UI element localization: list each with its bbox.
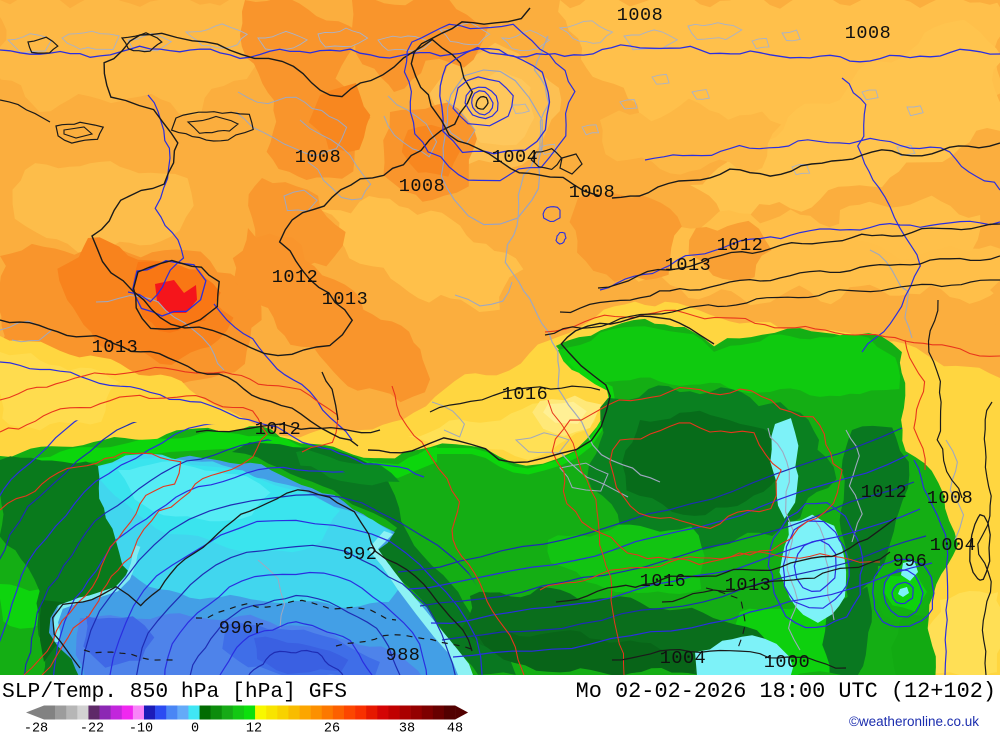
svg-text:996: 996 xyxy=(893,551,928,572)
svg-text:Mo 02-02-2026 18:00 UTC (12+10: Mo 02-02-2026 18:00 UTC (12+102) xyxy=(576,679,996,704)
svg-text:1016: 1016 xyxy=(502,384,548,405)
svg-text:988: 988 xyxy=(386,645,421,666)
svg-text:992: 992 xyxy=(343,544,378,565)
svg-text:1013: 1013 xyxy=(92,337,138,358)
svg-text:-22: -22 xyxy=(80,722,104,733)
svg-text:1008: 1008 xyxy=(569,182,615,203)
svg-text:1013: 1013 xyxy=(322,289,368,310)
svg-text:1004: 1004 xyxy=(660,648,706,669)
svg-text:1008: 1008 xyxy=(927,488,973,509)
svg-text:1012: 1012 xyxy=(272,267,318,288)
svg-text:-28: -28 xyxy=(24,722,48,733)
svg-text:1000: 1000 xyxy=(764,652,810,673)
svg-text:1013: 1013 xyxy=(665,255,711,276)
svg-text:0: 0 xyxy=(191,722,199,733)
svg-text:1008: 1008 xyxy=(845,23,891,44)
svg-text:1004: 1004 xyxy=(492,147,538,168)
svg-text:26: 26 xyxy=(324,722,340,733)
svg-text:-10: -10 xyxy=(129,722,153,733)
svg-text:1016: 1016 xyxy=(640,571,686,592)
svg-text:1012: 1012 xyxy=(255,419,301,440)
svg-text:1008: 1008 xyxy=(617,5,663,26)
svg-text:1004: 1004 xyxy=(930,535,976,556)
svg-text:SLP/Temp. 850 hPa [hPa] GFS: SLP/Temp. 850 hPa [hPa] GFS xyxy=(2,680,347,704)
svg-text:12: 12 xyxy=(246,722,262,733)
svg-text:48: 48 xyxy=(447,722,463,733)
svg-text:38: 38 xyxy=(399,722,415,733)
svg-text:996r: 996r xyxy=(219,618,265,639)
svg-text:1013: 1013 xyxy=(725,575,771,596)
svg-text:1012: 1012 xyxy=(717,235,763,256)
svg-text:1008: 1008 xyxy=(399,176,445,197)
svg-text:1012: 1012 xyxy=(861,482,907,503)
svg-text:1008: 1008 xyxy=(295,147,341,168)
svg-text:©weatheronline.co.uk: ©weatheronline.co.uk xyxy=(849,714,979,729)
